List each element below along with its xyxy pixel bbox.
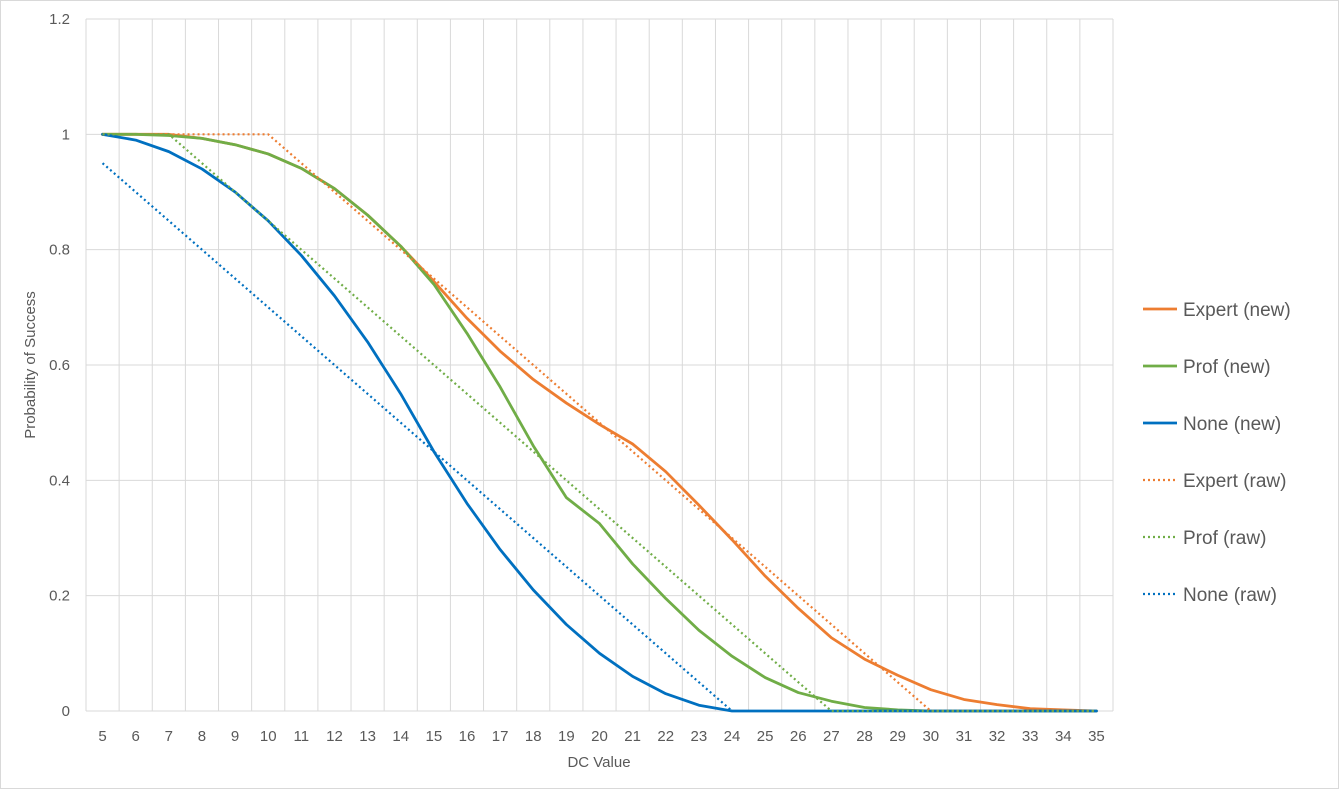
legend-item: Prof (raw) <box>1143 528 1266 549</box>
legend-label: Prof (raw) <box>1183 528 1266 549</box>
legend-label: Expert (raw) <box>1183 471 1286 492</box>
x-tick-label: 14 <box>392 728 409 745</box>
x-tick-label: 21 <box>624 728 641 745</box>
legend-item: Expert (new) <box>1143 300 1291 321</box>
x-tick-label: 13 <box>359 728 376 745</box>
x-tick-label: 6 <box>132 728 140 745</box>
x-axis-title: DC Value <box>567 754 630 771</box>
y-tick-label: 0.2 <box>49 588 70 605</box>
series-line-none-raw <box>101 162 733 712</box>
x-tick-label: 35 <box>1088 728 1105 745</box>
x-tick-label: 19 <box>558 728 575 745</box>
x-tick-label: 34 <box>1055 728 1072 745</box>
series-lines <box>101 132 1098 713</box>
legend-item: None (new) <box>1143 414 1281 435</box>
x-tick-label: 10 <box>260 728 277 745</box>
x-tick-label: 25 <box>757 728 774 745</box>
y-axis-title: Probability of Success <box>22 291 39 439</box>
y-tick-label: 1.2 <box>49 11 70 28</box>
x-tick-label: 20 <box>591 728 608 745</box>
y-tick-label: 0.8 <box>49 242 70 259</box>
y-tick-label: 0.4 <box>49 472 70 489</box>
x-tick-label: 31 <box>956 728 973 745</box>
x-tick-label: 29 <box>889 728 906 745</box>
y-tick-label: 0 <box>62 703 70 720</box>
x-tick-label: 33 <box>1022 728 1039 745</box>
legend-item: Expert (raw) <box>1143 471 1286 492</box>
x-tick-label: 17 <box>492 728 509 745</box>
legend-item: None (raw) <box>1143 585 1277 606</box>
y-tick-label: 0.6 <box>49 357 70 374</box>
series-line-expert-raw <box>102 133 1097 713</box>
legend-label: Expert (new) <box>1183 300 1291 321</box>
x-tick-label: 24 <box>724 728 741 745</box>
x-tick-label: 11 <box>294 728 310 745</box>
x-tick-label: 22 <box>657 728 674 745</box>
x-tick-label: 5 <box>98 728 106 745</box>
x-tick-label: 32 <box>989 728 1006 745</box>
legend-item: Prof (new) <box>1143 357 1271 378</box>
x-tick-label: 26 <box>790 728 807 745</box>
x-tick-labels: 5 6 7 8 9 10 11 12 13 14 15 16 17 18 19 20 21 22 23 24 25 26 2… <box>98 728 1104 745</box>
x-tick-label: 15 <box>426 728 443 745</box>
x-tick-label: 16 <box>459 728 476 745</box>
y-tick-label: 1 <box>62 126 70 143</box>
legend-label: None (raw) <box>1183 585 1277 606</box>
x-tick-label: 28 <box>856 728 873 745</box>
x-tick-label: 9 <box>231 728 239 745</box>
x-tick-label: 30 <box>922 728 939 745</box>
legend-label: Prof (new) <box>1183 357 1271 378</box>
x-tick-label: 18 <box>525 728 542 745</box>
x-tick-label: 23 <box>691 728 708 745</box>
x-tick-label: 7 <box>165 728 173 745</box>
x-tick-label: 8 <box>198 728 206 745</box>
x-tick-label: 12 <box>326 728 343 745</box>
y-tick-labels: 0 0.2 0.4 0.6 0.8 1 1.2 <box>49 11 70 720</box>
legend: Expert (new) Prof (new) None (new) Expert (… <box>1143 300 1291 606</box>
x-tick-label: 27 <box>823 728 840 745</box>
legend-label: None (new) <box>1183 414 1281 435</box>
series-line-none-new <box>101 132 1098 713</box>
